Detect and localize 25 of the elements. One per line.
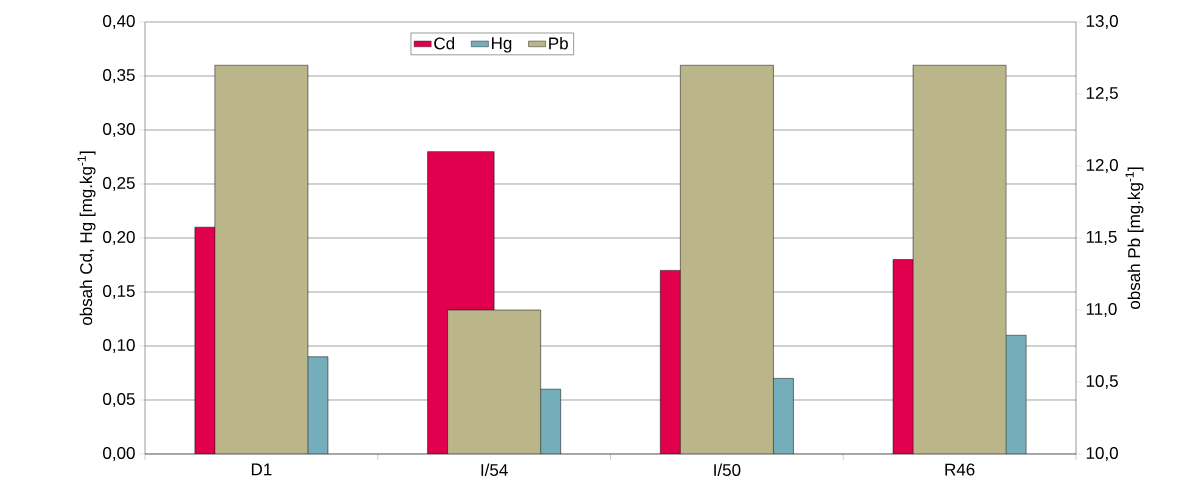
x-tick-label: I/50 — [714, 463, 741, 477]
y-tick-label: 0,05 — [103, 392, 135, 408]
x-tick-label: I/54 — [481, 463, 508, 477]
x-tick-label: R46 — [945, 463, 975, 476]
y2-tick-label: 11,5 — [1086, 231, 1117, 245]
legend-label: Hg — [492, 37, 512, 53]
y2-tick-label: 10,0 — [1086, 446, 1118, 462]
y2-tick-label: 10,5 — [1086, 374, 1118, 390]
y-tick-label: 0,15 — [103, 284, 135, 300]
y-tick-label: 0,25 — [103, 176, 135, 192]
legend-label: Pb — [549, 37, 568, 50]
y2-axis-title: obsah Pb [mg.kg$^{-1}$] — [1125, 167, 1144, 309]
y-axis-title: obsah Cd, Hg [mg.kg$^{-1}$] — [77, 151, 96, 326]
y-tick-label: 0,30 — [103, 122, 135, 138]
legend-label: Cd — [434, 37, 455, 50]
y2-tick-label: 12,5 — [1086, 86, 1118, 102]
y2-tick-label: 13,0 — [1086, 14, 1118, 30]
x-tick-label: D1 — [251, 463, 272, 476]
y-tick-label: 0,20 — [103, 230, 135, 246]
y-tick-label: 0,10 — [103, 338, 135, 354]
y-tick-label: 0,00 — [103, 446, 135, 462]
y-tick-label: 0,40 — [103, 14, 135, 30]
y2-tick-label: 12,0 — [1086, 158, 1118, 174]
y-tick-label: 0,35 — [103, 68, 135, 84]
y2-tick-label: 11,0 — [1086, 302, 1117, 318]
